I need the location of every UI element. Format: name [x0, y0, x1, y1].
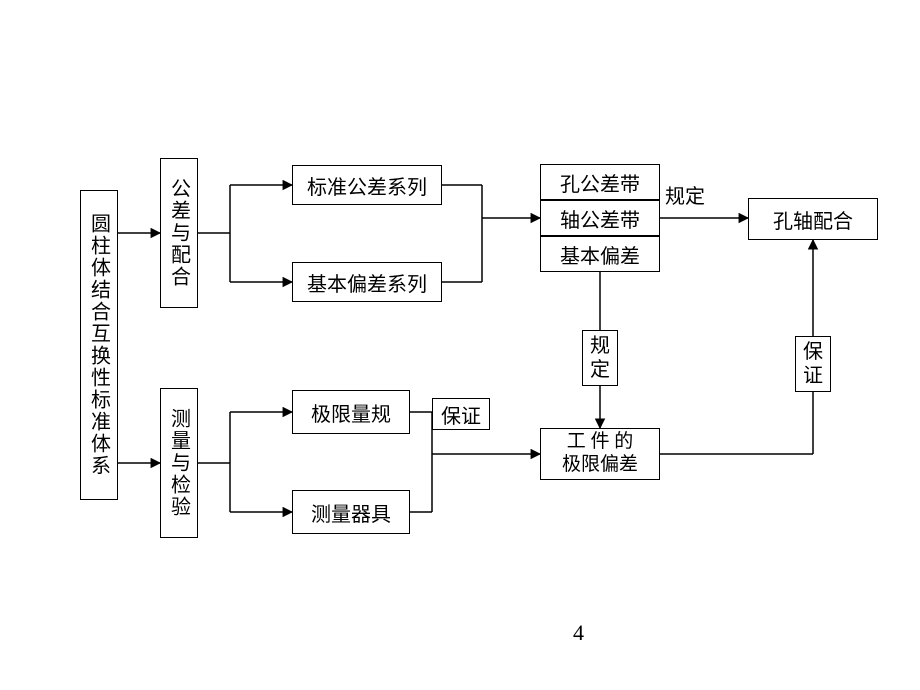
label-guarantee-1: 保证: [432, 398, 490, 430]
connectors: [0, 0, 920, 690]
node-tolerance-fit-label: 公差与配合: [165, 178, 194, 288]
node-tolerance-fit: 公差与配合: [160, 158, 198, 308]
label-regulation-2: 规 定: [582, 330, 618, 386]
node-basic-deviation-series-label: 基本偏差系列: [307, 268, 427, 297]
node-root-label: 圆柱体结合互换性标准体系: [85, 213, 114, 477]
node-hole-tolerance-band-label: 孔公差带: [560, 168, 640, 197]
node-limit-gauge: 极限量规: [292, 390, 410, 434]
node-std-tolerance-series: 标准公差系列: [292, 165, 442, 205]
node-workpiece-limit-deviation-label: 工 件 的 极限偏差: [562, 431, 638, 477]
node-shaft-tolerance-band-label: 轴公差带: [560, 204, 640, 233]
node-hole-shaft-fit-label: 孔轴配合: [773, 205, 853, 234]
node-std-tolerance-series-label: 标准公差系列: [307, 171, 427, 200]
node-limit-gauge-label: 极限量规: [311, 398, 391, 427]
page-number: 4: [573, 620, 584, 646]
node-hole-tolerance-band: 孔公差带: [540, 164, 660, 200]
node-root: 圆柱体结合互换性标准体系: [80, 190, 118, 500]
node-workpiece-limit-deviation: 工 件 的 极限偏差: [540, 428, 660, 480]
node-hole-shaft-fit: 孔轴配合: [748, 198, 878, 240]
node-measure-tool: 测量器具: [292, 490, 410, 534]
node-basic-deviation-series: 基本偏差系列: [292, 262, 442, 302]
node-shaft-tolerance-band: 轴公差带: [540, 200, 660, 236]
label-guarantee-2: 保 证: [795, 336, 831, 392]
node-measure-inspect-label: 测量与检验: [165, 408, 194, 518]
node-measure-tool-label: 测量器具: [311, 498, 391, 527]
node-measure-inspect: 测量与检验: [160, 388, 198, 538]
node-basic-deviation-label: 基本偏差: [560, 240, 640, 269]
node-basic-deviation: 基本偏差: [540, 236, 660, 272]
label-regulation-1: 规定: [665, 180, 705, 209]
